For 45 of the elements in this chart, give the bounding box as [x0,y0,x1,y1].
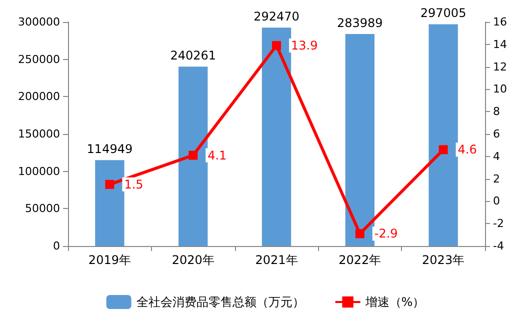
bar [262,28,292,246]
x-tick-label: 2021年 [255,253,298,267]
bar [345,34,374,246]
data-label: 4.1 [208,148,227,162]
y2-tick-label: 0 [493,194,500,208]
y-tick-label: 100000 [18,164,60,178]
point [438,145,448,154]
data-label: 297005 [420,6,466,20]
y2-tick-label: 8 [493,105,500,118]
point [105,180,114,189]
point [355,229,364,238]
y2-tick-label: 6 [493,128,500,140]
y2-tick-label: 12 [493,60,507,74]
x-tick-label: 2022年 [338,253,382,267]
data-label: 13.9 [291,38,318,53]
data-label: 1.5 [124,177,144,192]
y-tick-label: 250000 [18,52,60,66]
point [188,150,198,160]
y2-tick-label: -2 [493,217,504,230]
data-label: 114949 [86,142,133,156]
x-tick-label: 2023年 [422,253,465,267]
bar [95,160,124,246]
y2-tick-label: 4 [493,150,500,163]
y-tick-label: 50000 [25,202,60,216]
y2-tick-label: 10 [493,82,507,96]
data-label: -2.9 [374,226,398,241]
y-tick-label: 200000 [18,90,60,104]
data-label: 4.6 [458,142,477,157]
y-tick-label: 0 [53,240,60,252]
y-tick-label: 150000 [18,128,60,140]
point [272,41,281,50]
y2-tick-label: 2 [493,172,500,186]
y-tick-label: 300000 [18,16,60,28]
legend-label: 全社会消费品零售总额（万元） [136,295,304,309]
bar [428,24,458,246]
x-tick-label: 2020年 [172,253,214,267]
y2-tick-label: 14 [493,38,507,51]
data-label: 240261 [170,48,216,63]
bar [178,66,208,246]
data-label: 292470 [254,10,300,24]
x-tick-label: 2019年 [88,253,131,267]
y2-tick-label: -4 [493,240,504,252]
data-label: 283989 [336,16,383,30]
legend-label: 增速（%） [364,295,425,309]
y2-tick-label: 16 [493,16,507,28]
